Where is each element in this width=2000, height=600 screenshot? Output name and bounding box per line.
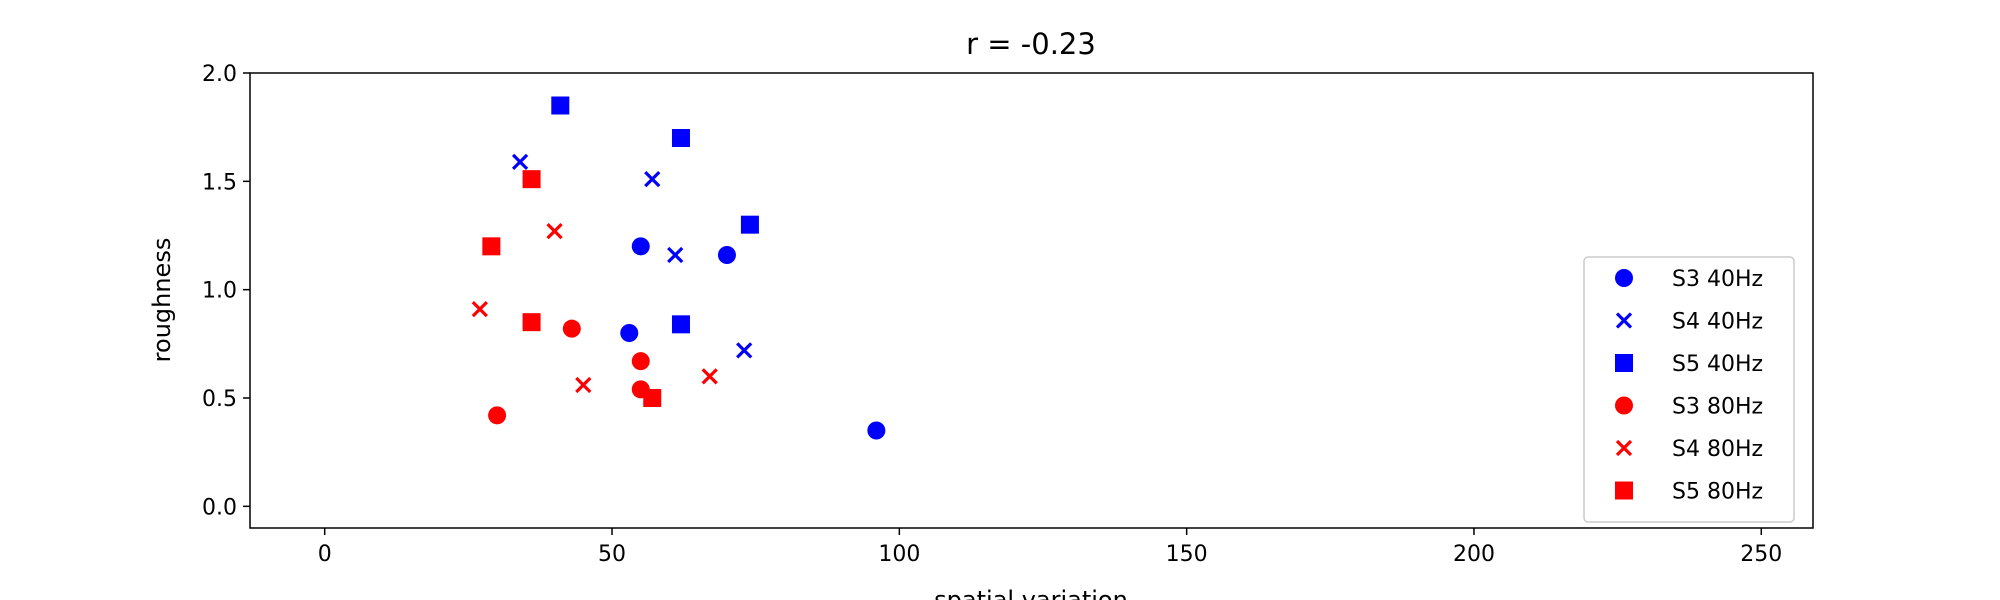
data-point [740, 215, 759, 234]
legend-marker [1615, 481, 1633, 500]
data-point [667, 246, 684, 264]
data-point [562, 319, 581, 338]
y-axis: 0.0 0.5 1.0 1.5 2.0 [202, 62, 250, 520]
data-point [511, 153, 529, 170]
data-point [482, 237, 501, 256]
x-axis: 0 50 100 150 200 250 [318, 528, 1782, 567]
data-point [643, 389, 662, 407]
x-tick-label: 100 [878, 542, 920, 567]
legend-box [1583, 256, 1795, 523]
y-axis-label: roughness [148, 238, 176, 363]
y-tick-label: 2.0 [202, 62, 237, 87]
y-tick-label: 1.0 [202, 279, 237, 304]
legend-marker [1615, 354, 1633, 372]
data-point [736, 342, 753, 359]
y-tick-label: 0.5 [202, 387, 237, 412]
legend-label: S3 40Hz [1672, 267, 1763, 292]
y-tick-label: 0.0 [202, 495, 237, 520]
legend-marker [1615, 439, 1633, 457]
legend-marker [1615, 396, 1633, 415]
chart-title: r = -0.23 [966, 27, 1096, 61]
data-point [488, 406, 507, 425]
legend-label: S4 80Hz [1672, 437, 1763, 462]
data-point [867, 421, 886, 440]
data-point [671, 315, 690, 334]
x-axis-label: spatial variation [934, 586, 1128, 600]
data-point [522, 313, 541, 332]
data-point [671, 129, 690, 147]
data-points [471, 96, 886, 440]
legend-marker [1615, 312, 1633, 329]
x-tick-label: 200 [1453, 542, 1495, 567]
legend-label: S5 40Hz [1672, 352, 1763, 377]
data-point [631, 237, 650, 256]
data-point [522, 170, 541, 189]
x-tick-label: 50 [598, 542, 626, 567]
plot-area-frame [249, 72, 1814, 529]
data-point [701, 368, 718, 385]
data-point [631, 352, 650, 371]
legend-label: S5 80Hz [1672, 480, 1763, 505]
legend: S3 40Hz S4 40Hz S5 40Hz S3 80Hz S4 80Hz S5 80… [1583, 256, 1795, 523]
data-point [471, 301, 488, 318]
data-point [575, 376, 592, 394]
data-point [546, 223, 563, 240]
x-tick-label: 150 [1166, 542, 1208, 567]
y-tick-label: 1.5 [202, 170, 237, 195]
legend-label: S4 40Hz [1672, 310, 1763, 335]
data-point [717, 246, 736, 264]
data-point [644, 171, 661, 188]
legend-marker [1615, 269, 1633, 287]
data-point [620, 324, 639, 342]
x-tick-label: 250 [1740, 542, 1782, 567]
legend-label: S3 80Hz [1672, 395, 1763, 420]
data-point [551, 96, 570, 115]
x-tick-label: 0 [318, 542, 332, 567]
